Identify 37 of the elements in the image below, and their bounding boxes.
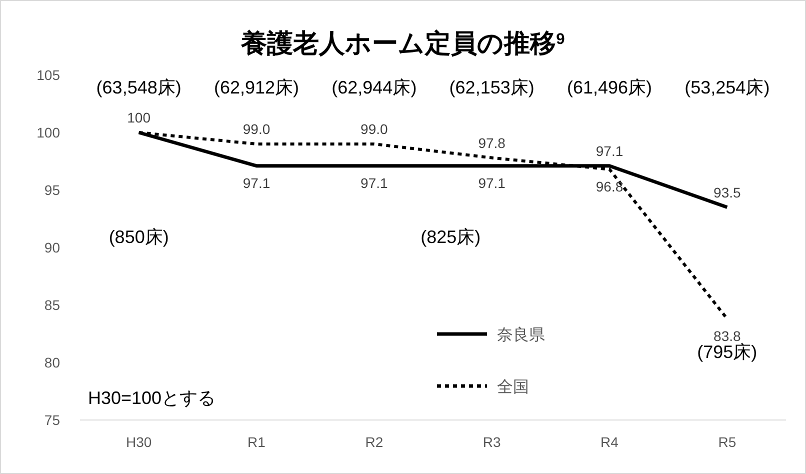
data-label: 97.1 [478, 174, 506, 191]
x-tick-label: R4 [600, 434, 619, 450]
y-tick-label: 105 [36, 67, 60, 83]
chart-title: 養護老人ホーム定員の推移$^{9}$ [240, 28, 566, 58]
annotation: (53,254床) [684, 78, 770, 98]
annotation: H30=100とする [88, 388, 216, 408]
annotation: (62,153床) [449, 78, 534, 98]
y-tick-label: 80 [44, 354, 60, 370]
y-tick-label: 75 [44, 412, 60, 428]
y-tick-label: 85 [44, 297, 60, 313]
x-tick-label: H30 [126, 434, 152, 450]
data-label: 99.0 [242, 121, 270, 137]
data-label: 97.1 [596, 142, 624, 159]
data-label: 97.1 [360, 174, 388, 191]
y-tick-label: 100 [36, 124, 60, 140]
annotation: (62,944床) [332, 78, 417, 98]
x-tick-label: R2 [365, 434, 384, 450]
x-tick-label: R5 [718, 434, 736, 450]
data-label: 83.8 [714, 328, 742, 344]
y-tick-label: 95 [44, 182, 60, 198]
data-label: 100 [127, 110, 151, 126]
annotation: (62,912床) [214, 78, 300, 98]
data-label: 97.8 [478, 134, 506, 151]
data-label: 93.5 [714, 184, 742, 200]
legend-label: 奈良県 [497, 326, 545, 344]
x-tick-label: R1 [248, 434, 266, 450]
x-tick-label: R3 [482, 434, 501, 450]
annotation: (63,548床) [96, 78, 182, 98]
y-tick-label: 90 [44, 240, 60, 256]
legend-label: 全国 [497, 379, 529, 396]
annotation: (825床) [420, 227, 481, 248]
annotation: (61,496床) [566, 78, 652, 98]
annotation: (795床) [697, 342, 758, 362]
data-label: 99.0 [360, 121, 388, 137]
annotation: (850床) [108, 227, 169, 248]
data-label: 97.1 [242, 174, 270, 191]
data-label: 96.8 [596, 178, 624, 194]
